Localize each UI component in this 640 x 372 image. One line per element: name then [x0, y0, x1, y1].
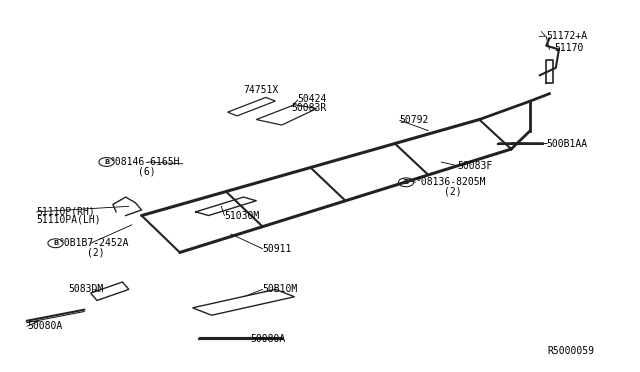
Text: B: B: [104, 159, 109, 165]
Text: 51030M: 51030M: [225, 211, 260, 221]
Text: (2): (2): [88, 247, 105, 257]
Text: °0B1B7-2452A: °0B1B7-2452A: [59, 238, 129, 248]
Text: 50080A: 50080A: [250, 334, 285, 344]
Text: 51110PA(LH): 51110PA(LH): [36, 214, 101, 224]
Text: 500B1AA: 500B1AA: [546, 138, 588, 148]
Text: 50080A: 50080A: [27, 321, 62, 331]
Text: 5083DM: 5083DM: [68, 284, 104, 294]
Text: 50083F: 50083F: [457, 161, 492, 171]
Text: B: B: [403, 179, 409, 185]
Text: 51172+A: 51172+A: [546, 32, 588, 41]
Text: B: B: [53, 240, 58, 246]
Text: 51170: 51170: [554, 42, 584, 52]
Text: °08146-6165H: °08146-6165H: [109, 157, 180, 167]
Text: 50792: 50792: [399, 115, 429, 125]
Text: R5000059: R5000059: [547, 346, 594, 356]
Text: 50911: 50911: [262, 244, 292, 254]
Text: 74751X: 74751X: [244, 85, 279, 95]
Text: (6): (6): [138, 166, 156, 176]
Text: 50424: 50424: [298, 94, 327, 104]
Text: 51110P(RH): 51110P(RH): [36, 207, 95, 217]
Text: °08136-8205M: °08136-8205M: [415, 177, 486, 187]
Text: (2): (2): [444, 186, 462, 196]
Text: 50083R: 50083R: [291, 103, 326, 113]
Text: 50B10M: 50B10M: [262, 284, 298, 294]
